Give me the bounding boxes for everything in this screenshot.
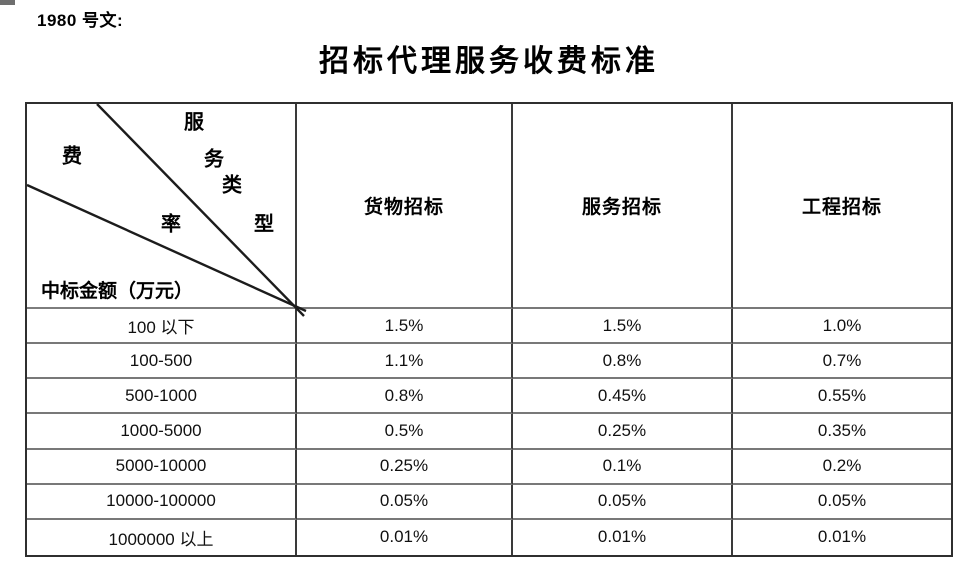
corner-rate-char: 费: [62, 145, 82, 168]
corner-rate-char: 率: [161, 213, 181, 236]
amount-range-cell: 5000-10000: [27, 449, 297, 485]
amount-range-cell: 10000-100000: [27, 484, 297, 520]
fee-value-cell: 0.45%: [513, 379, 733, 415]
fee-value-cell: 1.0%: [733, 309, 951, 345]
fee-value-cell: 0.05%: [513, 484, 733, 520]
document-number: 1980 号文:: [37, 11, 124, 30]
fee-value-cell: 0.35%: [733, 414, 951, 450]
fee-value-cell: 1.5%: [513, 309, 733, 345]
fee-rate-table: 服 务 类 型 费 率 中标金额（万元） 货物招标 服务招标 工程招标 100 …: [25, 102, 953, 557]
fee-value-cell: 1.5%: [297, 309, 513, 345]
amount-range-cell: 500-1000: [27, 379, 297, 415]
fee-value-cell: 0.01%: [297, 519, 513, 555]
fee-value-cell: 0.05%: [733, 485, 951, 520]
corner-amount-label: 中标金额（万元）: [41, 281, 194, 302]
fee-value-cell: 0.25%: [297, 449, 513, 485]
fee-value-cell: 0.5%: [297, 414, 513, 450]
fee-value-cell: 0.2%: [733, 450, 951, 485]
fee-value-cell: 0.25%: [513, 414, 733, 450]
amount-range-cell: 1000000 以上: [27, 519, 297, 555]
fee-value-cell: 0.05%: [297, 484, 513, 520]
corner-service-type-char: 服: [184, 111, 204, 134]
document-title: 招标代理服务收费标准: [319, 45, 659, 78]
amount-range-cell: 100-500: [27, 344, 297, 380]
corner-header-cell: 服 务 类 型 费 率 中标金额（万元）: [26, 103, 307, 317]
page-edge-artifact: [0, 0, 15, 5]
fee-value-cell: 0.1%: [513, 449, 733, 485]
fee-value-cell: 0.8%: [513, 344, 733, 380]
column-header-service-bidding: 服务招标: [513, 104, 733, 309]
fee-value-cell: 0.8%: [297, 379, 513, 415]
column-header-works-bidding: 工程招标: [733, 104, 951, 309]
corner-service-type-char: 型: [254, 213, 274, 236]
amount-range-cell: 100 以下: [27, 309, 297, 345]
fee-value-cell: 0.7%: [733, 344, 951, 380]
fee-value-cell: 0.55%: [733, 379, 951, 415]
fee-value-cell: 0.01%: [513, 519, 733, 555]
corner-service-type-char: 类: [222, 174, 242, 197]
corner-service-type-char: 务: [204, 148, 224, 171]
diagonal-split-lines-icon: [26, 103, 307, 317]
fee-value-cell: 1.1%: [297, 344, 513, 380]
column-header-goods-bidding: 货物招标: [297, 104, 513, 309]
amount-range-cell: 1000-5000: [27, 414, 297, 450]
fee-value-cell: 0.01%: [817, 527, 867, 547]
